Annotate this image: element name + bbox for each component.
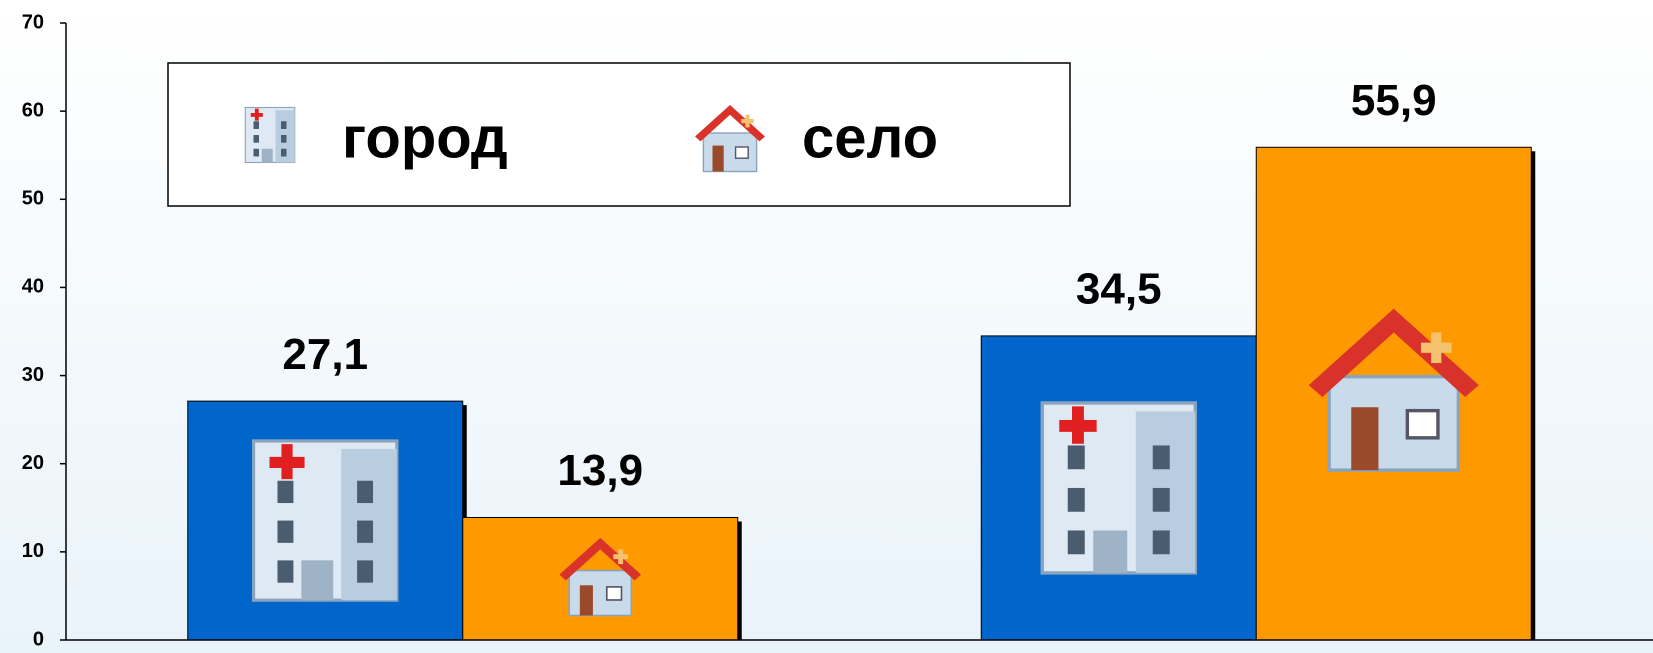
icon-part xyxy=(745,115,749,128)
value-label: 34,5 xyxy=(1076,265,1162,314)
icon-part xyxy=(1153,445,1170,469)
building-icon xyxy=(245,108,295,163)
y-tick-label: 60 xyxy=(22,99,44,121)
icon-part xyxy=(254,149,260,157)
icon-part xyxy=(618,549,623,564)
legend-label: село xyxy=(802,105,938,170)
icon-part xyxy=(254,135,260,143)
icon-part xyxy=(1068,488,1085,512)
icon-part xyxy=(1068,530,1085,554)
value-label: 13,9 xyxy=(557,446,643,495)
icon-part xyxy=(1407,411,1438,438)
icon-part xyxy=(277,481,293,503)
icon-part xyxy=(255,109,259,121)
icon-part xyxy=(262,149,273,163)
building-icon xyxy=(254,441,397,600)
y-tick-label: 20 xyxy=(22,452,44,474)
legend-label: город xyxy=(342,105,508,170)
icon-part xyxy=(1351,407,1378,470)
icon-part xyxy=(1431,332,1441,363)
icon-part xyxy=(301,560,333,600)
value-label: 27,1 xyxy=(282,330,368,379)
y-tick-label: 50 xyxy=(22,188,44,210)
chart: 0 10 20 30 40 50 60 70 27,1 13,9 34,5 55,9 город село xyxy=(0,0,1653,653)
icon-part xyxy=(281,444,292,479)
icon-part xyxy=(281,121,287,129)
icon-part xyxy=(357,560,373,582)
icon-part xyxy=(1068,445,1085,469)
icon-part xyxy=(1072,406,1084,443)
icon-part xyxy=(277,560,293,582)
icon-part xyxy=(736,147,749,158)
icon-part xyxy=(580,585,593,615)
icon-part xyxy=(713,146,724,172)
building-icon xyxy=(1042,403,1195,573)
icon-part xyxy=(281,149,287,157)
icon-part xyxy=(607,587,622,600)
icon-part xyxy=(1153,488,1170,512)
y-tick-label: 10 xyxy=(22,540,44,562)
icon-part xyxy=(281,135,287,143)
icon-part xyxy=(277,521,293,543)
icon-part xyxy=(357,481,373,503)
icon-part xyxy=(254,121,260,129)
value-label: 55,9 xyxy=(1351,76,1437,125)
y-tick-label: 0 xyxy=(33,628,44,650)
icon-part xyxy=(1153,530,1170,554)
y-tick-label: 40 xyxy=(22,276,44,298)
icon-part xyxy=(357,521,373,543)
y-tick-label: 30 xyxy=(22,364,44,386)
icon-part xyxy=(1093,530,1127,573)
y-tick-label: 70 xyxy=(22,11,44,33)
